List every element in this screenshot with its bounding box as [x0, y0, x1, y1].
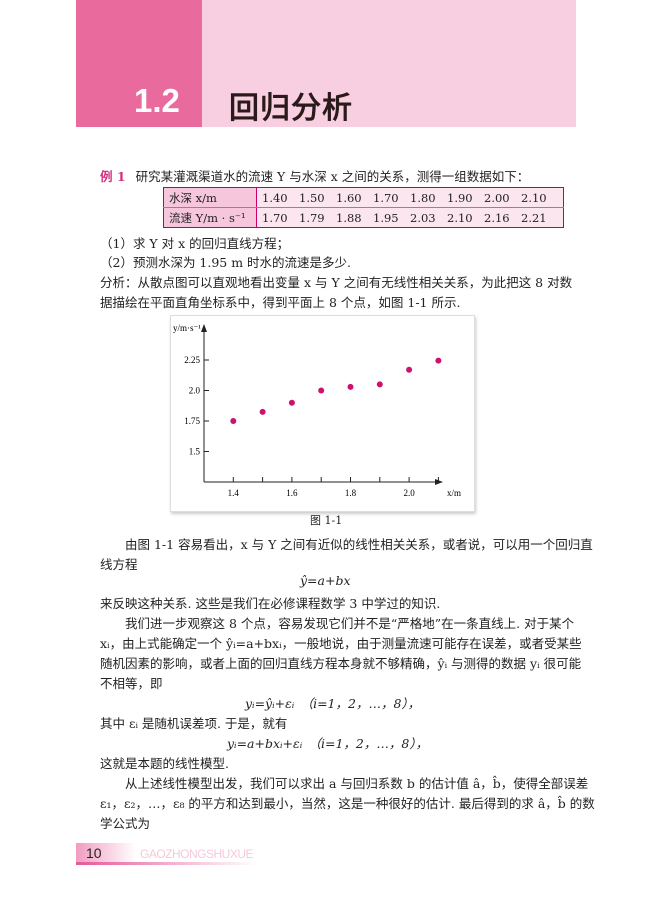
table-cell: 2.10 — [521, 190, 547, 205]
header-band-dark — [76, 0, 202, 127]
data-point — [230, 418, 237, 424]
body-line: xᵢ，由上式能确定一个 ŷᵢ=a+bxᵢ，一般地说，由于测量流速可能存在误差，或… — [100, 636, 582, 651]
page-number: 10 — [86, 845, 102, 861]
table-cell: 1.70 — [262, 210, 288, 225]
x-tick-label: 2.0 — [403, 488, 415, 498]
footer-brand: GAOZHONGSHUXUE — [140, 847, 254, 861]
data-point — [376, 381, 383, 388]
body-line: ε₁，ε₂，…，ε₈ 的平方和达到最小，当然，这是一种很好的估计. 最后得到的求… — [100, 796, 595, 811]
example-line: 例 1 研究某灌溉渠道水的流速 Y 与水深 x 之间的关系，测得一组数据如下： — [100, 166, 529, 185]
table-cell: 1.90 — [447, 190, 473, 205]
x-tick-label: 1.8 — [345, 488, 357, 498]
y-tick-label: 1.75 — [184, 416, 200, 426]
table-cell: 1.60 — [336, 190, 362, 205]
body-line: 从上述线性模型出发，我们可以求出 a 与回归系数 b 的估计值 â，b̂，使得全… — [100, 776, 589, 791]
y-axis-arrow — [201, 324, 207, 332]
body-line: 不相等，即 — [100, 676, 163, 691]
section-number: 1.2 — [134, 82, 180, 119]
table-cell: 1.40 — [262, 190, 288, 205]
analysis-line: 分析：从散点图可以直观地看出变量 x 与 Y 之间有无线性相关关系，为此把这 8… — [100, 275, 573, 290]
body-line: 我们进一步观察这 8 个点，容易发现它们并不是“严格地”在一条直线上. 对于某个 — [100, 616, 575, 631]
x-tick-label: 1.6 — [286, 488, 298, 498]
table-cell: 2.21 — [521, 210, 547, 225]
scatter-chart: y/m·s⁻¹ x/m 1.4 1.6 1.8 2.0 1.5 1.75 2.0 2.25 — [170, 315, 475, 512]
figure-caption: 图 1-1 — [310, 514, 343, 527]
table-cell: 1.95 — [373, 210, 399, 225]
y-axis-label: y/m·s⁻¹ — [173, 323, 201, 333]
table-row: 流速 Y/m · s⁻¹ 1.70 1.79 1.88 1.95 2.03 2.10 2.16… — [163, 207, 564, 228]
question-2: （2）预测水深为 1.95 m 时水的流速是多少. — [100, 255, 352, 270]
table-row: 水深 x/m 1.40 1.50 1.60 1.70 1.80 1.90 2.00 2.10 — [163, 187, 564, 208]
body-line: 线方程 — [100, 557, 138, 572]
data-point — [318, 387, 325, 394]
scatter-plot-svg: y/m·s⁻¹ x/m 1.4 1.6 1.8 2.0 1.5 1.75 2.0 2.25 — [173, 323, 461, 498]
body-line: 其中 εᵢ 是随机误差项. 于是，就有 — [100, 716, 288, 731]
equation: ŷ=a+bx — [300, 573, 351, 588]
table-cell: 2.00 — [484, 190, 510, 205]
row-header: 流速 Y/m · s⁻¹ — [163, 207, 257, 228]
y-tick-label: 2.0 — [189, 386, 201, 396]
row-header: 水深 x/m — [163, 187, 257, 208]
example-label: 例 1 — [100, 169, 126, 184]
header-band-light — [202, 0, 576, 127]
section-title: 回归分析 — [229, 91, 353, 126]
equation: yᵢ=ŷᵢ+εᵢ （i=1，2，…，8）， — [245, 696, 421, 711]
y-tick-label: 2.25 — [184, 355, 200, 365]
data-point — [288, 399, 295, 406]
row-values: 1.40 1.50 1.60 1.70 1.80 1.90 2.00 2.10 — [256, 187, 564, 208]
x-tick-label: 1.4 — [228, 488, 240, 498]
table-cell: 1.79 — [299, 210, 325, 225]
data-point — [435, 357, 442, 364]
body-line: 随机因素的影响，或者上面的回归直线方程本身就不够精确，ŷᵢ 与测得的数据 yᵢ … — [100, 656, 582, 671]
equation: yᵢ=a+bxᵢ+εᵢ （i=1，2，…，8）， — [227, 736, 429, 751]
table-cell: 1.70 — [373, 190, 399, 205]
row-values: 1.70 1.79 1.88 1.95 2.03 2.10 2.16 2.21 — [256, 207, 564, 228]
x-axis-label: x/m — [447, 488, 461, 498]
table-cell: 1.50 — [299, 190, 325, 205]
table-cell: 2.16 — [484, 210, 510, 225]
question-1: （1）求 Y 对 x 的回归直线方程； — [100, 236, 290, 251]
body-line: 这就是本题的线性模型. — [100, 756, 229, 771]
body-line: 由图 1-1 容易看出，x 与 Y 之间有近似的线性相关关系，或者说，可以用一个… — [100, 537, 593, 552]
body-line: 学公式为 — [100, 816, 151, 831]
footer-line — [76, 862, 256, 865]
body-line: 来反映这种关系. 这些是我们在必修课程数学 3 中学过的知识. — [100, 596, 441, 611]
footer-bar — [76, 843, 136, 863]
y-tick-label: 1.5 — [189, 447, 201, 457]
table-cell: 1.80 — [410, 190, 436, 205]
data-table: 水深 x/m 1.40 1.50 1.60 1.70 1.80 1.90 2.00 2.10 流… — [163, 187, 564, 228]
analysis-line: 据描绘在平面直角坐标系中，得到平面上 8 个点，如图 1-1 所示. — [100, 295, 461, 310]
table-cell: 2.03 — [410, 210, 436, 225]
example-intro: 研究某灌溉渠道水的流速 Y 与水深 x 之间的关系，测得一组数据如下： — [135, 169, 530, 184]
data-point — [259, 408, 266, 415]
data-point — [406, 366, 413, 373]
table-cell: 2.10 — [447, 210, 473, 225]
table-cell: 1.88 — [336, 210, 362, 225]
x-axis-arrow — [435, 479, 443, 485]
data-point — [347, 383, 354, 390]
